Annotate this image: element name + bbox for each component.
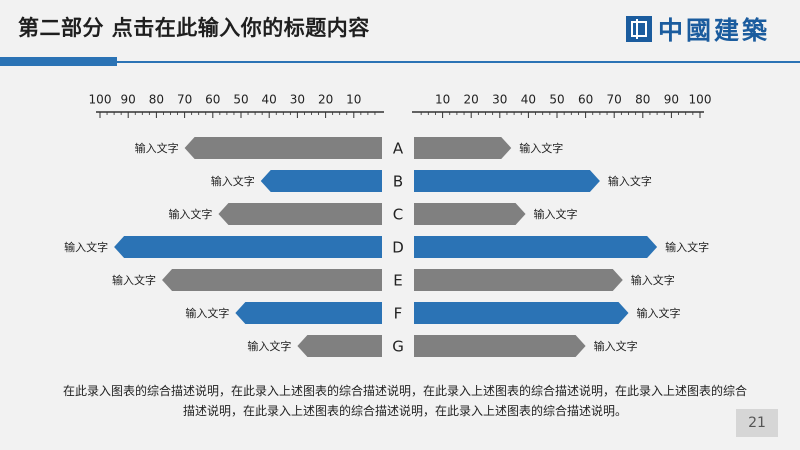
chart-description: 在此录入图表的综合描述说明，在此录入上述图表的综合描述说明，在此录入上述图表的综… (62, 384, 747, 418)
category-label: D (392, 239, 404, 257)
left-bar-label: 输入文字 (112, 273, 156, 287)
right-axis-tick-label: 80 (635, 93, 650, 107)
left-bar (235, 302, 382, 324)
right-axis-tick-label: 60 (578, 93, 593, 107)
left-bar (260, 170, 382, 192)
right-bar-label: 输入文字 (637, 306, 681, 320)
right-bar-label: 输入文字 (665, 240, 709, 254)
category-label: B (393, 173, 403, 191)
right-axis-tick-label: 90 (664, 93, 679, 107)
right-bar-label: 输入文字 (534, 207, 578, 221)
page-number: 21 (736, 409, 778, 437)
right-axis-tick-label: 100 (689, 93, 712, 107)
right-bar (414, 137, 512, 159)
logo: 中國建築 (625, 14, 770, 45)
left-bar (184, 137, 382, 159)
right-bar-label: 输入文字 (608, 174, 652, 188)
category-label: C (393, 206, 403, 224)
right-bar-label: 输入文字 (631, 273, 675, 287)
right-bar (414, 203, 526, 225)
right-axis-tick-label: 40 (521, 93, 536, 107)
right-bar (414, 335, 586, 357)
right-bar (414, 269, 623, 291)
right-bar-label: 输入文字 (519, 141, 563, 155)
left-bar (297, 335, 382, 357)
left-bar (114, 236, 382, 258)
left-axis-tick-label: 50 (233, 93, 248, 107)
left-bar (218, 203, 382, 225)
logo-text: 中國建築 (657, 16, 770, 45)
left-axis-tick-label: 100 (89, 93, 112, 107)
left-axis-tick-label: 40 (262, 93, 277, 107)
right-axis-tick-label: 20 (464, 93, 479, 107)
right-axis-tick-label: 70 (607, 93, 622, 107)
left-axis-tick-label: 10 (346, 93, 361, 107)
right-bar (414, 236, 658, 258)
building-logo-icon (625, 16, 652, 42)
page-title: 第二部分 点击在此输入你的标题内容 (18, 16, 370, 40)
category-label: F (394, 305, 403, 323)
right-bar (414, 170, 600, 192)
left-bar-label: 输入文字 (185, 306, 229, 320)
right-axis-tick-label: 30 (492, 93, 507, 107)
category-label: G (392, 338, 404, 356)
left-axis-tick-label: 70 (177, 93, 192, 107)
left-axis-tick-label: 30 (290, 93, 305, 107)
left-bar (162, 269, 382, 291)
left-bar-label: 输入文字 (135, 141, 179, 155)
left-bar-label: 输入文字 (168, 207, 212, 221)
left-bar-label: 输入文字 (247, 339, 291, 353)
left-axis-tick-label: 60 (205, 93, 220, 107)
left-axis-tick-label: 80 (149, 93, 164, 107)
right-axis-tick-label: 50 (549, 93, 564, 107)
category-label: A (393, 140, 404, 158)
header-accent-bar (0, 57, 117, 66)
left-axis-tick-label: 20 (318, 93, 333, 107)
category-label: E (393, 272, 402, 290)
left-bar-label: 输入文字 (211, 174, 255, 188)
left-axis-tick-label: 90 (121, 93, 136, 107)
left-bar-label: 输入文字 (64, 240, 108, 254)
right-bar-label: 输入文字 (594, 339, 638, 353)
header-divider-line (117, 61, 800, 63)
right-axis-tick-label: 10 (435, 93, 450, 107)
right-bar (414, 302, 629, 324)
